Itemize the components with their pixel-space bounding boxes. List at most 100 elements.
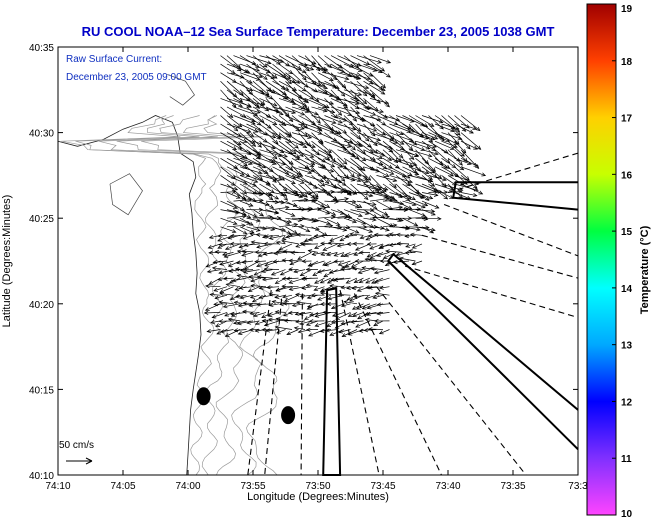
current-vector-head	[455, 140, 460, 145]
current-vector-shaft	[338, 294, 351, 296]
current-vector	[379, 258, 390, 264]
current-vector-head	[281, 276, 287, 281]
current-vector-head	[271, 299, 277, 304]
current-vector	[278, 140, 297, 155]
current-vector-shaft	[304, 217, 319, 222]
current-vector-head	[274, 200, 280, 205]
current-vector	[264, 234, 280, 239]
current-vector-shaft	[350, 80, 368, 97]
current-vector	[421, 158, 436, 172]
current-vector-head	[364, 85, 370, 90]
current-vector-head	[275, 287, 281, 292]
current-vector-head	[233, 300, 239, 305]
current-vector-shaft	[259, 157, 277, 165]
current-vector	[374, 318, 390, 324]
current-vector-head	[423, 202, 429, 207]
current-vector-shaft	[376, 209, 388, 216]
current-vector-head	[230, 311, 235, 316]
current-vector	[227, 317, 241, 322]
current-vector-shaft	[298, 132, 311, 147]
current-vector-shaft	[317, 89, 341, 101]
current-vector-head	[239, 91, 244, 96]
current-vector	[366, 252, 377, 258]
current-vector-shaft	[324, 166, 338, 182]
current-vector-shaft	[220, 123, 241, 137]
current-vector	[376, 252, 390, 258]
current-vector-shaft	[265, 226, 286, 231]
current-vector-head	[472, 126, 478, 131]
current-vector-shaft	[370, 252, 384, 259]
current-vector-head	[379, 258, 385, 264]
current-vector-head	[369, 245, 374, 250]
current-vector-shaft	[298, 226, 310, 232]
current-vector-shaft	[356, 158, 375, 171]
current-vector-shaft	[350, 140, 366, 154]
current-vector-head	[326, 301, 331, 307]
current-vector-shaft	[428, 123, 445, 142]
current-vector	[330, 72, 347, 89]
current-vector	[311, 72, 326, 88]
current-vector-head	[222, 304, 228, 309]
current-vector	[220, 217, 238, 225]
current-vector	[382, 223, 398, 228]
current-vector-shaft	[382, 200, 397, 202]
current-vector-shaft	[233, 199, 252, 202]
current-vector	[402, 217, 419, 227]
sandy-hook-shoreline	[167, 74, 195, 106]
current-vector-shaft	[389, 132, 414, 142]
current-vector	[256, 243, 273, 249]
current-vector-head	[223, 254, 229, 259]
current-vector-head	[268, 292, 274, 297]
current-vector-shaft	[350, 200, 362, 208]
current-vector-head	[316, 119, 321, 124]
current-vector-head	[384, 262, 390, 267]
current-vector	[265, 80, 287, 96]
colorbar-tick-label: 19	[621, 4, 633, 15]
current-vector-shaft	[239, 123, 258, 133]
current-vector-head	[300, 105, 306, 110]
current-vector-head	[319, 328, 325, 333]
current-vector	[350, 149, 367, 162]
current-vector-head	[392, 223, 398, 228]
current-vector-shaft	[251, 241, 267, 245]
current-vector	[311, 200, 325, 208]
current-vector-head	[297, 218, 303, 223]
current-vector	[278, 200, 298, 207]
current-vector	[268, 292, 280, 297]
current-vector	[233, 328, 247, 333]
current-vector	[220, 226, 237, 234]
current-vector-shaft	[379, 329, 390, 335]
current-vector-shaft	[252, 158, 274, 172]
current-vector-shaft	[447, 132, 460, 145]
current-vector-head	[320, 182, 326, 187]
current-vector-shaft	[252, 216, 272, 219]
current-vector-shaft	[239, 80, 253, 95]
current-vector-head	[300, 224, 305, 229]
current-vector-shaft	[259, 115, 277, 125]
current-vector	[226, 55, 242, 69]
current-vector-shaft	[312, 252, 325, 255]
current-vector-head	[268, 192, 274, 197]
current-vector	[460, 192, 478, 198]
current-vector	[239, 217, 254, 226]
current-vector-head	[303, 316, 309, 320]
current-vector-head	[372, 214, 378, 219]
current-vector-shaft	[265, 183, 287, 197]
x-tick-label: 73:35	[500, 481, 525, 492]
current-vector	[356, 140, 374, 154]
x-tick-label: 73:40	[435, 481, 460, 492]
current-vector-shaft	[447, 183, 463, 199]
current-vector-head	[281, 236, 287, 240]
current-vector	[272, 115, 287, 127]
current-vector-shaft	[421, 158, 436, 172]
current-vector-shaft	[233, 106, 258, 116]
current-vector-shaft	[266, 329, 280, 332]
current-vector-head	[251, 142, 257, 147]
current-vector-shaft	[278, 158, 293, 171]
current-vector-shaft	[317, 183, 338, 201]
current-vector-shaft	[376, 183, 392, 201]
current-vector-head	[371, 202, 377, 207]
current-vector-shaft	[447, 166, 468, 185]
current-vector-head	[341, 333, 347, 337]
current-vector-head	[324, 262, 329, 267]
